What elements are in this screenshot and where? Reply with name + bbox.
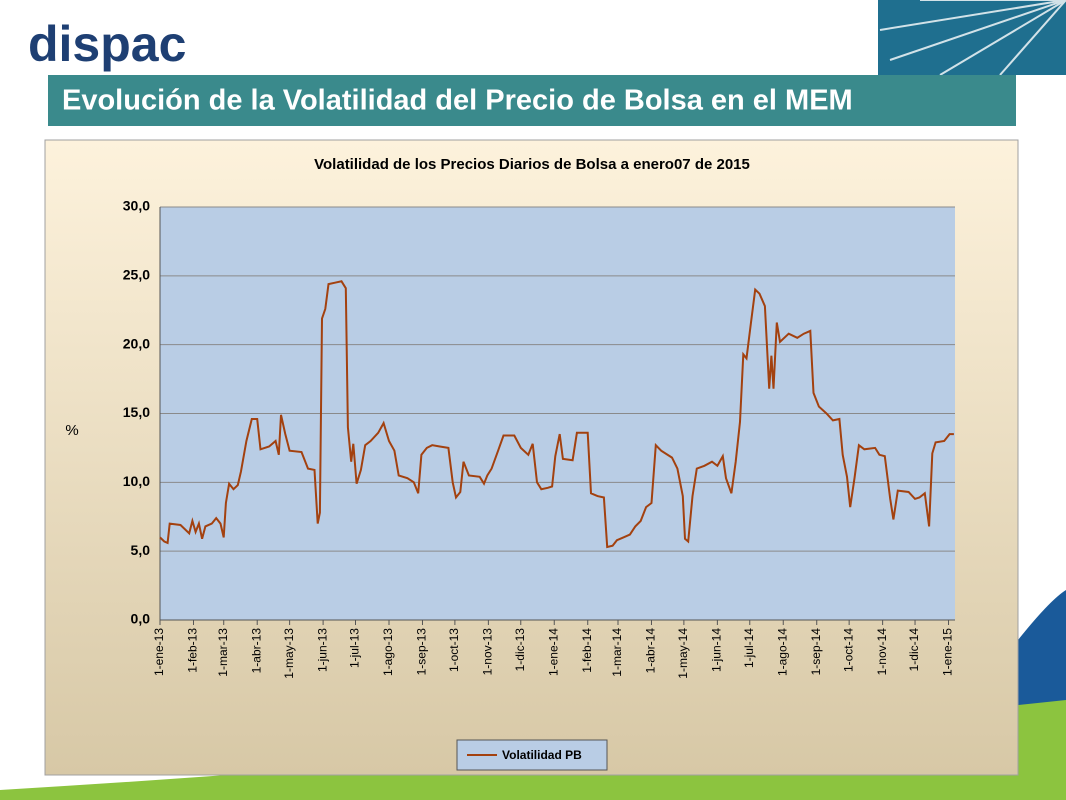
x-tick-label: 1-ene-13: [152, 628, 166, 676]
x-tick-label: 1-oct-13: [447, 628, 461, 672]
x-tick-label: 1-abr-13: [249, 628, 263, 674]
x-tick-label: 1-jun-14: [710, 628, 724, 672]
x-tick-label: 1-may-14: [676, 628, 690, 679]
slide-title: Evolución de la Volatilidad del Precio d…: [62, 85, 853, 117]
logo: dispac: [28, 16, 186, 72]
legend-label: Volatilidad PB: [502, 748, 582, 762]
x-tick-label: 1-nov-14: [875, 628, 889, 676]
x-tick-label: 1-jul-14: [742, 628, 756, 668]
x-tick-label: 1-mar-13: [216, 628, 230, 677]
data-line: [159, 280, 954, 549]
x-tick-label: 1-ene-15: [941, 628, 955, 676]
y-tick-label: 15,0: [123, 404, 150, 420]
y-tick-label: 30,0: [123, 198, 150, 214]
x-tick-label: 1-abr-14: [644, 628, 658, 674]
y-tick-label: 5,0: [131, 542, 151, 558]
title-bar: [48, 75, 1016, 126]
x-tick-label: 1-ene-14: [546, 628, 560, 676]
y-tick-label: 25,0: [123, 267, 150, 283]
x-tick-label: 1-jun-13: [315, 628, 329, 672]
x-tick-label: 1-oct-14: [841, 628, 855, 672]
x-tick-label: 1-mar-14: [610, 628, 624, 677]
y-axis-label: %: [65, 422, 78, 439]
x-tick-label: 1-feb-13: [186, 628, 200, 673]
x-tick-label: 1-feb-14: [580, 628, 594, 673]
x-tick-label: 1-sep-13: [415, 628, 429, 676]
x-tick-label: 1-dic-14: [907, 628, 921, 672]
chart-title: Volatilidad de los Precios Diarios de Bo…: [314, 156, 750, 173]
x-tick-label: 1-dic-13: [513, 628, 527, 672]
x-tick-label: 1-nov-13: [481, 628, 495, 676]
x-tick-label: 1-ago-13: [381, 628, 395, 676]
y-tick-label: 0,0: [131, 611, 151, 627]
x-tick-label: 1-jul-13: [348, 628, 362, 668]
x-tick-label: 1-may-13: [282, 628, 296, 679]
y-tick-label: 10,0: [123, 473, 150, 489]
x-tick-label: 1-ago-14: [775, 628, 789, 676]
y-tick-label: 20,0: [123, 335, 150, 351]
x-tick-label: 1-sep-14: [809, 628, 823, 676]
